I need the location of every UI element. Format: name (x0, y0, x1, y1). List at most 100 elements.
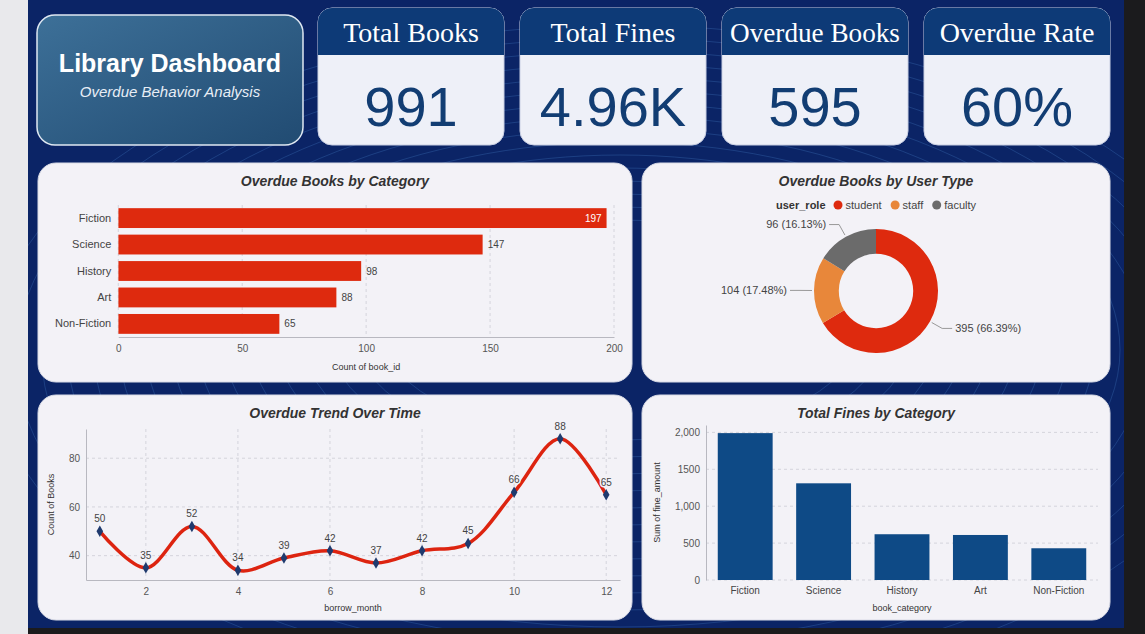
tick-label: Non-Fiction (1033, 585, 1084, 596)
bar (796, 483, 851, 580)
data-label: 65 (284, 318, 296, 329)
marker (373, 557, 380, 568)
data-label: 96 (16.13%) (766, 218, 826, 230)
tick: Art (974, 585, 987, 596)
axis-title: Sum of fine_amount (652, 462, 662, 543)
marker (235, 565, 242, 576)
dashboard-subtitle: Overdue Behavior Analysis (80, 83, 261, 100)
bar (118, 235, 482, 255)
kpi-label: Overdue Rate (940, 17, 1095, 48)
marker (189, 521, 196, 532)
tick: 60 (69, 502, 86, 513)
kpi-band (722, 8, 908, 55)
tick-label: Non-Fiction (55, 317, 111, 329)
kpi-value: 60% (961, 75, 1073, 138)
tick-label: Fiction (79, 212, 111, 224)
data-label: 52 (186, 508, 198, 519)
grid (706, 432, 1098, 580)
tick: 4 (236, 580, 242, 597)
data-labels: 197147988865 (284, 213, 602, 330)
tick: 500 (683, 538, 706, 549)
tick-label: 40 (69, 550, 81, 561)
tick: History (77, 265, 112, 277)
kpi-band (924, 8, 1110, 55)
grid (86, 458, 620, 555)
data-label: 65 (601, 477, 613, 488)
axis-line (87, 580, 621, 581)
dashboard: Library DashboardOverdue Behavior Analys… (0, 0, 1145, 634)
kpi-bg (520, 8, 706, 145)
kpi-card: Total Fines4.96K (520, 8, 706, 145)
axis-title: Count of book_id (332, 362, 400, 372)
bar (118, 261, 361, 281)
kpi-card: Overdue Books595 (722, 8, 908, 145)
legend: user_role student staff faculty (776, 199, 977, 211)
grid-line (606, 429, 607, 580)
tick: 50 (237, 337, 249, 354)
tick: 6 (328, 580, 334, 597)
chart-panel: Total Fines by CategoryFictionScienceHis… (642, 395, 1110, 620)
grid-line (706, 432, 1098, 433)
tick: Fiction (730, 585, 759, 596)
chart-title: Total Fines by Category (797, 405, 956, 421)
chart-title: Overdue Books by Category (241, 173, 430, 189)
data-label: 147 (488, 239, 505, 250)
legend-entry: faculty (944, 199, 976, 211)
grid-line (514, 429, 515, 580)
axis-line (707, 580, 1099, 581)
axis-title: Count of Books (46, 473, 56, 535)
bar (875, 534, 930, 580)
tick: 0 (694, 575, 706, 586)
data-label: 39 (278, 540, 290, 551)
kpi-value: 595 (768, 75, 861, 138)
chart-panel: Overdue Books by User Type 395 (66.39%)10… (642, 163, 1110, 382)
tick: 150 (482, 337, 499, 354)
marker (327, 545, 334, 556)
plot-area (118, 208, 606, 334)
tick-label: Fiction (730, 585, 759, 596)
tick: 1500 (678, 464, 706, 475)
panel-bg (38, 395, 632, 620)
tick: 12 (601, 580, 613, 597)
data-label: 197 (585, 213, 602, 224)
tick: Science (72, 238, 111, 250)
legend-entry: student (846, 199, 882, 211)
axis: Fiction Science History Art Non-Fiction (55, 206, 119, 338)
data-label: 35 (140, 550, 152, 561)
tick-label: History (886, 585, 917, 596)
axis-line (119, 337, 615, 338)
data-label: 395 (66.39%) (955, 322, 1021, 334)
grid (146, 429, 606, 580)
slice (823, 229, 938, 353)
legend-swatch (891, 201, 900, 210)
tick: 100 (358, 337, 375, 354)
kpi-card: Overdue Rate 60% (924, 8, 1110, 145)
chart-panel: Overdue Books by Category050100150200Fic… (38, 163, 632, 382)
legend-entry: staff (903, 199, 925, 211)
tick: History (886, 585, 917, 596)
plot-area (718, 433, 1086, 580)
data-labels: 395 (66.39%)104 (17.48%)96 (16.13%) (721, 218, 1021, 334)
tick-label: 50 (237, 343, 249, 354)
chart-title: Overdue Books by User Type (779, 173, 974, 189)
tick-label: 2,000 (675, 427, 700, 438)
marker (511, 487, 518, 498)
axis: 24681012 (87, 580, 621, 597)
legend-title: user_role (776, 199, 826, 211)
kpi-label: Total Books (343, 17, 479, 48)
kpi-band (520, 8, 706, 55)
tick: 0 (116, 337, 122, 354)
kpi-bg (318, 8, 504, 145)
tick-label: 100 (358, 343, 375, 354)
tick: 10 (509, 580, 521, 597)
tick: Art (97, 291, 111, 303)
marker (96, 526, 103, 537)
data-label: 50 (94, 513, 106, 524)
marker (281, 552, 288, 563)
data-label: 42 (416, 533, 428, 544)
line (100, 439, 606, 571)
tick-label: 60 (69, 502, 81, 513)
grid-line (422, 429, 423, 580)
grid-line (614, 205, 615, 337)
legend-swatch (834, 201, 843, 210)
